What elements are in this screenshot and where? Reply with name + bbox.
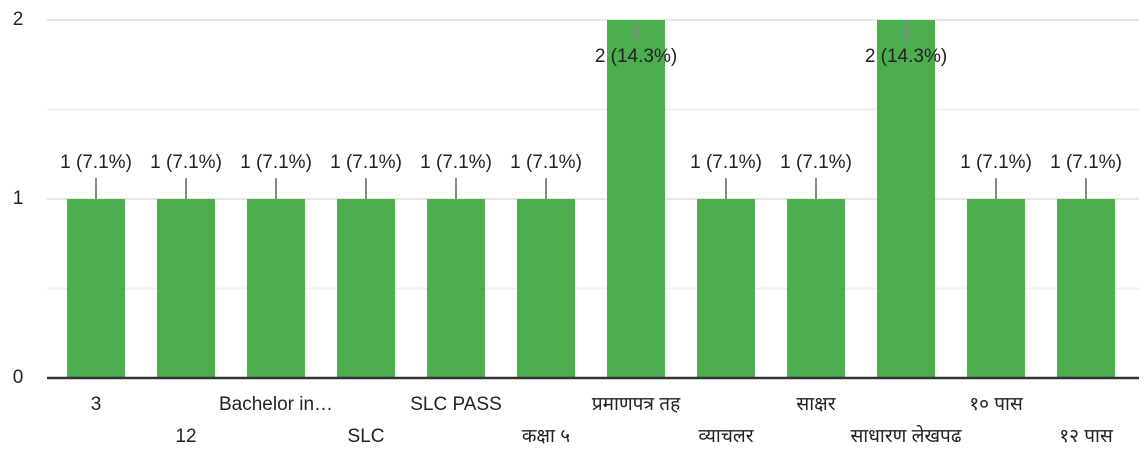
data-label: 1 (7.1%) (780, 152, 852, 173)
bar (157, 199, 215, 378)
data-label: 1 (7.1%) (510, 152, 582, 173)
data-label: 1 (7.1%) (960, 152, 1032, 173)
y-tick-label: 2 (13, 9, 24, 30)
data-label: 2 (14.3%) (865, 46, 947, 67)
x-tick-label: प्रमाणपत्र तह (592, 394, 681, 415)
bar (337, 199, 395, 378)
data-label: 1 (7.1%) (330, 152, 402, 173)
data-label: 1 (7.1%) (690, 152, 762, 173)
bar (427, 199, 485, 378)
x-tick-label: 3 (91, 394, 102, 415)
bar (607, 20, 665, 378)
x-tick-label: साक्षर (796, 394, 836, 415)
x-tick-label: १० पास (969, 394, 1024, 415)
data-label: 1 (7.1%) (240, 152, 312, 173)
data-label: 1 (7.1%) (150, 152, 222, 173)
bar (697, 199, 755, 378)
data-label: 1 (7.1%) (420, 152, 492, 173)
x-tick-label: SLC PASS (410, 394, 502, 415)
x-tick-label: SLC (348, 426, 385, 447)
bar (67, 199, 125, 378)
bar (877, 20, 935, 378)
x-tick-label: 12 (175, 426, 196, 447)
x-tick-label: व्याचलर (698, 426, 754, 447)
y-tick-label: 1 (13, 188, 24, 209)
x-tick-label: १२ पास (1059, 426, 1114, 447)
x-tick-label: Bachelor in… (219, 394, 333, 415)
bar (1057, 199, 1115, 378)
y-tick-label: 0 (13, 367, 24, 388)
bar (517, 199, 575, 378)
data-label: 1 (7.1%) (1050, 152, 1122, 173)
bar (247, 199, 305, 378)
bar (967, 199, 1025, 378)
x-tick-label: साधारण लेखपढ (850, 424, 961, 447)
x-tick-label: कक्षा ५ (522, 426, 570, 447)
data-label: 2 (14.3%) (595, 46, 677, 67)
data-label: 1 (7.1%) (60, 152, 132, 173)
bar (787, 199, 845, 378)
